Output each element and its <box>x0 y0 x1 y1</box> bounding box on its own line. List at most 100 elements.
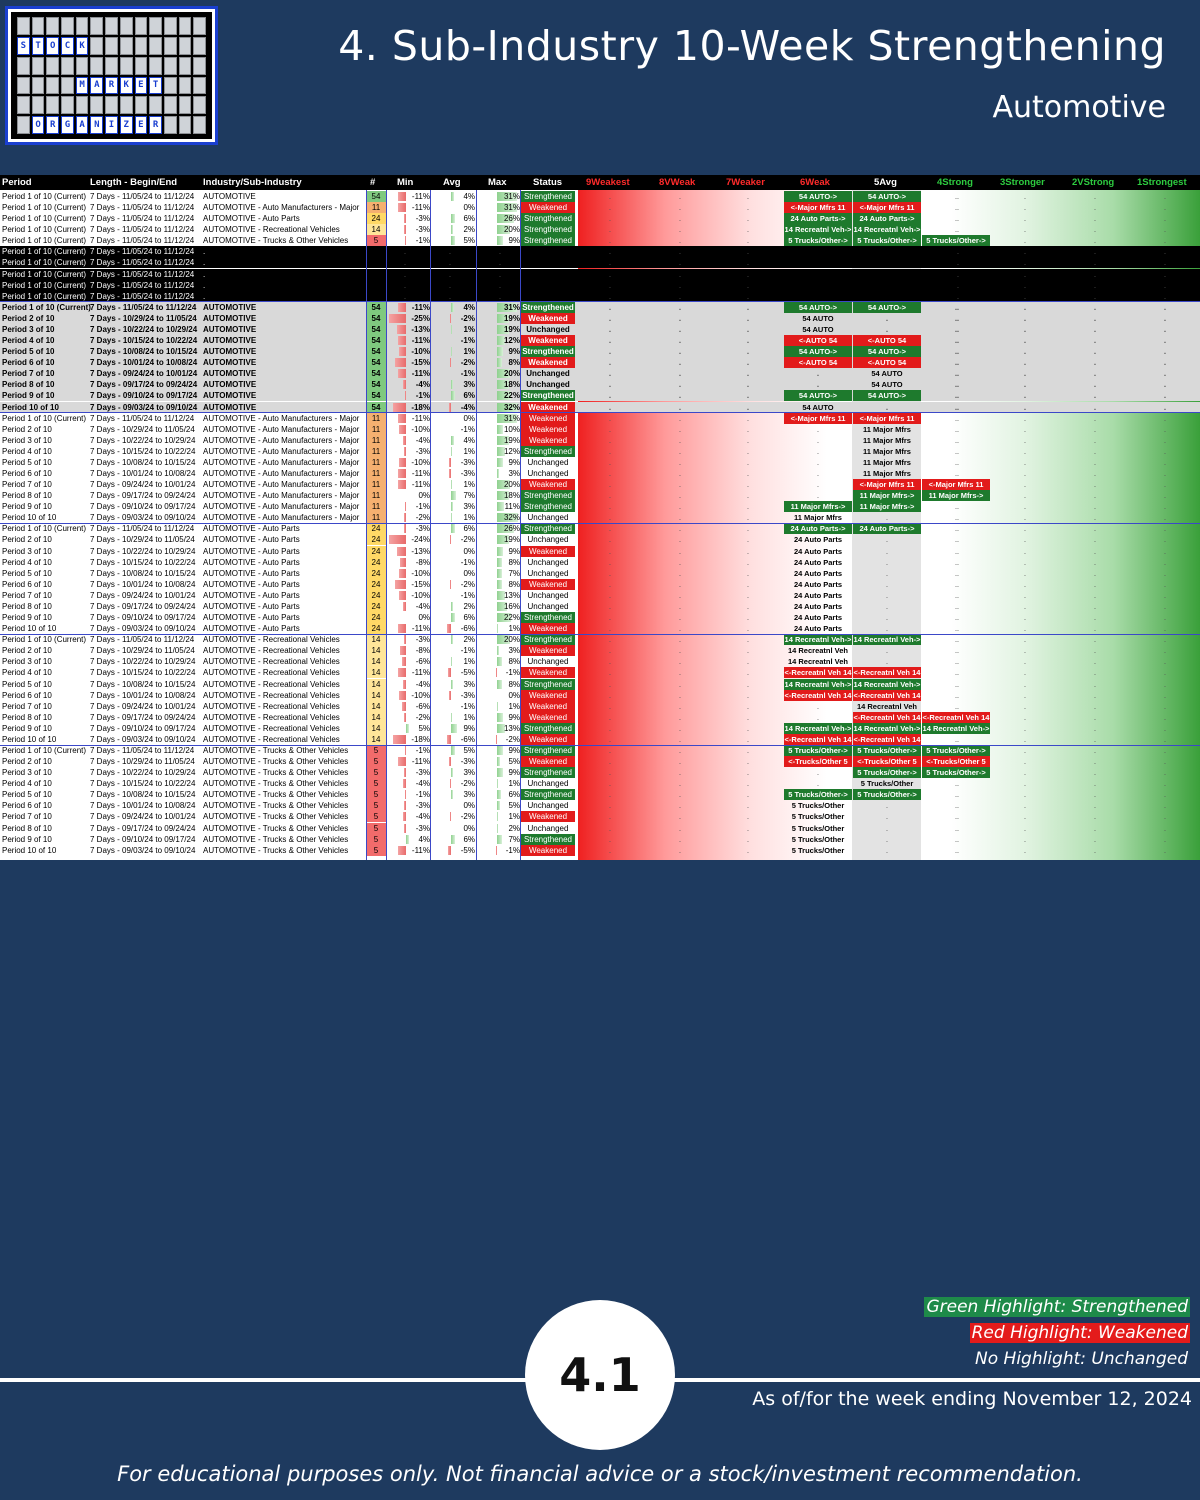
table-row: Period 2 of 10 7 Days - 10/29/24 to 11/05… <box>0 645 1200 657</box>
min-cell: -2% <box>415 513 430 523</box>
status-badge: Weakened <box>521 733 575 745</box>
empty-dot: . <box>1023 590 1027 600</box>
status-badge: Strengthened <box>521 301 575 313</box>
empty-dot: . <box>678 247 682 257</box>
count-cell: 11 <box>366 479 386 491</box>
value-bar <box>496 457 503 467</box>
value-bar <box>496 535 510 545</box>
table-row: Period 7 of 10 7 Days - 09/24/24 to 10/01… <box>0 368 1200 380</box>
strength-cell: 24 Auto Parts <box>793 546 843 556</box>
min-cell: -4% <box>415 435 430 445</box>
empty-dot: . <box>1093 269 1097 279</box>
avg-cell: 1% <box>463 347 475 357</box>
logo-tile <box>17 116 30 134</box>
industry-cell: AUTOMOTIVE - Auto Parts <box>203 568 300 578</box>
min-cell: -4% <box>415 380 430 390</box>
value-bar <box>450 701 452 711</box>
min-cell: -11% <box>411 624 430 634</box>
empty-dot: . <box>678 258 682 268</box>
empty-dot: . <box>956 590 960 600</box>
column-divider <box>386 190 387 860</box>
period-cell: Period 7 of 10 <box>2 812 52 822</box>
status-badge: Weakened <box>521 479 575 491</box>
value-bar <box>400 646 406 656</box>
table-row: Period 1 of 10 (Current) 7 Days - 11/05/2… <box>0 268 1200 280</box>
empty-dot: . <box>956 313 960 323</box>
count-cell: 5 <box>366 767 386 779</box>
value-bar <box>496 347 503 357</box>
strength-cell: 24 Auto Parts <box>793 624 843 634</box>
value-bar <box>450 590 452 600</box>
strength-cell: 54 AUTO-> <box>853 346 921 358</box>
empty-dot: . <box>1093 192 1097 201</box>
empty-dot: . <box>956 380 960 390</box>
empty-dot: . <box>956 413 960 423</box>
logo-tile <box>178 116 192 134</box>
empty-dot: . <box>608 746 612 755</box>
length-cell: 7 Days - 10/15/24 to 10/22/24 <box>90 668 196 678</box>
industry-cell: AUTOMOTIVE - Trucks & Other Vehicles <box>203 757 349 767</box>
min-cell: -1% <box>415 502 430 512</box>
empty-dot: . <box>746 336 750 346</box>
value-bar <box>398 757 406 767</box>
empty-dot: . <box>608 812 612 822</box>
logo-letter: A <box>75 116 89 134</box>
empty-dot: . <box>1093 768 1097 778</box>
empty-dot: . <box>1163 812 1167 822</box>
count-cell: 54 <box>366 191 386 202</box>
logo-tile <box>31 76 45 95</box>
strength-cell: 11 Major Mfrs-> <box>784 501 852 513</box>
empty-dot: . <box>956 236 960 246</box>
avg-cell: -1% <box>460 646 475 656</box>
strength-cell: <-Recreatnl Veh 14 <box>922 711 990 723</box>
min-cell: -6% <box>415 701 430 711</box>
period-cell: Period 10 of 10 <box>2 402 59 412</box>
empty-dot: . <box>1023 391 1027 401</box>
period-cell: Period 5 of 10 <box>2 347 55 357</box>
empty-dot: . <box>678 557 682 567</box>
empty-dot: . <box>1023 247 1027 257</box>
table-row: Period 9 of 10 7 Days - 09/10/24 to 09/17… <box>0 833 1200 845</box>
column-header: 8VWeak <box>659 177 696 188</box>
industry-cell: . <box>203 258 206 268</box>
empty-dot: . <box>956 535 960 545</box>
value-bar <box>496 336 505 346</box>
length-cell: 7 Days - 10/22/24 to 10/29/24 <box>90 546 196 556</box>
period-cell: Period 9 of 10 <box>2 834 52 844</box>
empty-dot: . <box>678 214 682 224</box>
empty-dot: . <box>746 469 750 478</box>
empty-dot: . <box>885 535 889 545</box>
logo-tile <box>17 76 30 95</box>
strength-cell: 14 Recreatnl Veh <box>856 701 918 711</box>
strength-cell: 54 AUTO-> <box>853 191 921 202</box>
period-cell: Period 3 of 10 <box>2 657 52 667</box>
empty-dot: . <box>608 701 612 711</box>
strength-cell: <-Recreatnl Veh 14 <box>784 667 852 679</box>
max-cell: 11% <box>504 502 520 512</box>
empty-dot: . <box>746 823 750 833</box>
max-cell: 9% <box>508 768 520 778</box>
empty-dot: . <box>746 668 750 678</box>
column-header: 2VStrong <box>1072 177 1115 188</box>
min-cell: -1% <box>415 391 430 401</box>
empty-dot: . <box>956 280 960 290</box>
min-cell: -11% <box>411 668 430 678</box>
empty-dot: . <box>1163 291 1167 301</box>
empty-dot: . <box>1093 535 1097 545</box>
empty-dot: . <box>1093 446 1097 456</box>
strength-cell: 24 Auto Parts-> <box>784 523 852 535</box>
empty-dot: . <box>678 701 682 711</box>
empty-dot: . <box>1163 635 1167 645</box>
value-bar <box>403 601 406 611</box>
industry-cell: AUTOMOTIVE - Trucks & Other Vehicles <box>203 801 349 811</box>
empty-dot: . <box>956 258 960 268</box>
empty-dot: . <box>956 402 960 412</box>
status-badge: Unchanged <box>527 513 569 523</box>
value-bar <box>448 402 452 412</box>
empty-dot: . <box>1093 258 1097 268</box>
length-cell: 7 Days - 09/24/24 to 10/01/24 <box>90 480 196 490</box>
value-bar <box>398 203 406 213</box>
value-bar <box>398 369 406 379</box>
industry-cell: AUTOMOTIVE <box>203 347 257 357</box>
status-badge: Unchanged <box>526 380 570 390</box>
